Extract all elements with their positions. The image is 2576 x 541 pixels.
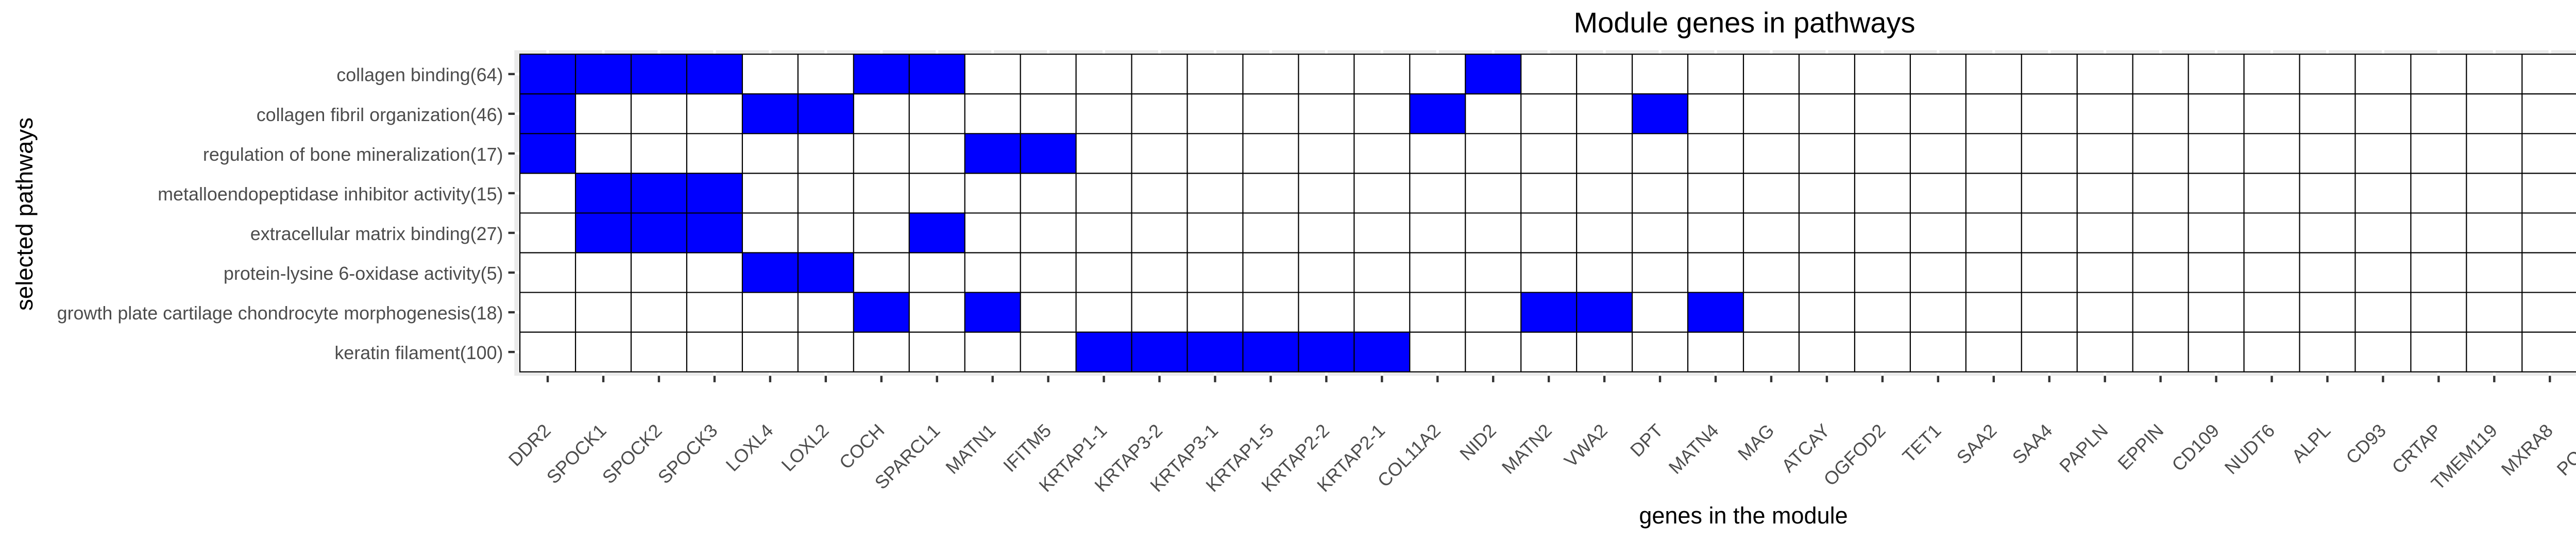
svg-text:genes in the module: genes in the module <box>1639 502 1848 529</box>
svg-text:Module genes in pathways: Module genes in pathways <box>1573 6 1915 39</box>
svg-text:SAA2: SAA2 <box>1953 420 2001 468</box>
svg-text:keratin filament(100): keratin filament(100) <box>334 343 503 363</box>
svg-text:EPPIN: EPPIN <box>2114 420 2167 474</box>
svg-text:COCH: COCH <box>835 420 888 473</box>
svg-text:DPT: DPT <box>1626 420 1667 461</box>
svg-text:NID2: NID2 <box>1456 420 1500 464</box>
svg-text:growth plate cartilage chondro: growth plate cartilage chondrocyte morph… <box>57 303 503 324</box>
svg-text:LOXL4: LOXL4 <box>722 420 777 475</box>
svg-text:LOXL2: LOXL2 <box>777 420 833 475</box>
svg-text:selected pathways: selected pathways <box>11 117 38 311</box>
svg-text:VWA2: VWA2 <box>1561 420 1612 471</box>
svg-text:NUDT6: NUDT6 <box>2221 420 2279 478</box>
svg-text:CD109: CD109 <box>2168 420 2223 475</box>
svg-text:SAA4: SAA4 <box>2008 420 2056 468</box>
svg-text:ATCAY: ATCAY <box>1777 420 1834 476</box>
svg-text:SPOCK2: SPOCK2 <box>598 420 666 487</box>
svg-text:collagen binding(64): collagen binding(64) <box>336 65 503 86</box>
svg-text:ALPL: ALPL <box>2288 420 2334 466</box>
svg-text:SPOCK1: SPOCK1 <box>543 420 610 487</box>
svg-text:DDR2: DDR2 <box>504 420 554 470</box>
svg-text:TET1: TET1 <box>1899 420 1945 466</box>
svg-text:POSTN: POSTN <box>2553 420 2576 480</box>
svg-text:IFITM5: IFITM5 <box>999 420 1056 476</box>
svg-text:MAG: MAG <box>1734 420 1778 464</box>
svg-text:MATN4: MATN4 <box>1665 420 1722 478</box>
svg-text:MATN2: MATN2 <box>1498 420 1555 478</box>
svg-text:OGFOD2: OGFOD2 <box>1820 420 1889 489</box>
svg-text:collagen fibril organization(4: collagen fibril organization(46) <box>257 105 503 125</box>
svg-text:PAPLN: PAPLN <box>2056 420 2112 477</box>
svg-text:SPOCK3: SPOCK3 <box>654 420 721 487</box>
svg-text:MXRA8: MXRA8 <box>2497 420 2557 480</box>
svg-text:MATN1: MATN1 <box>942 420 999 478</box>
svg-text:regulation of bone mineralizat: regulation of bone mineralization(17) <box>203 144 503 165</box>
svg-text:metalloendopeptidase inhibitor: metalloendopeptidase inhibitor activity(… <box>158 184 503 205</box>
svg-text:protein-lysine 6-oxidase activ: protein-lysine 6-oxidase activity(5) <box>224 263 503 284</box>
svg-text:CD93: CD93 <box>2342 420 2390 468</box>
svg-text:extracellular matrix binding(2: extracellular matrix binding(27) <box>250 224 503 244</box>
